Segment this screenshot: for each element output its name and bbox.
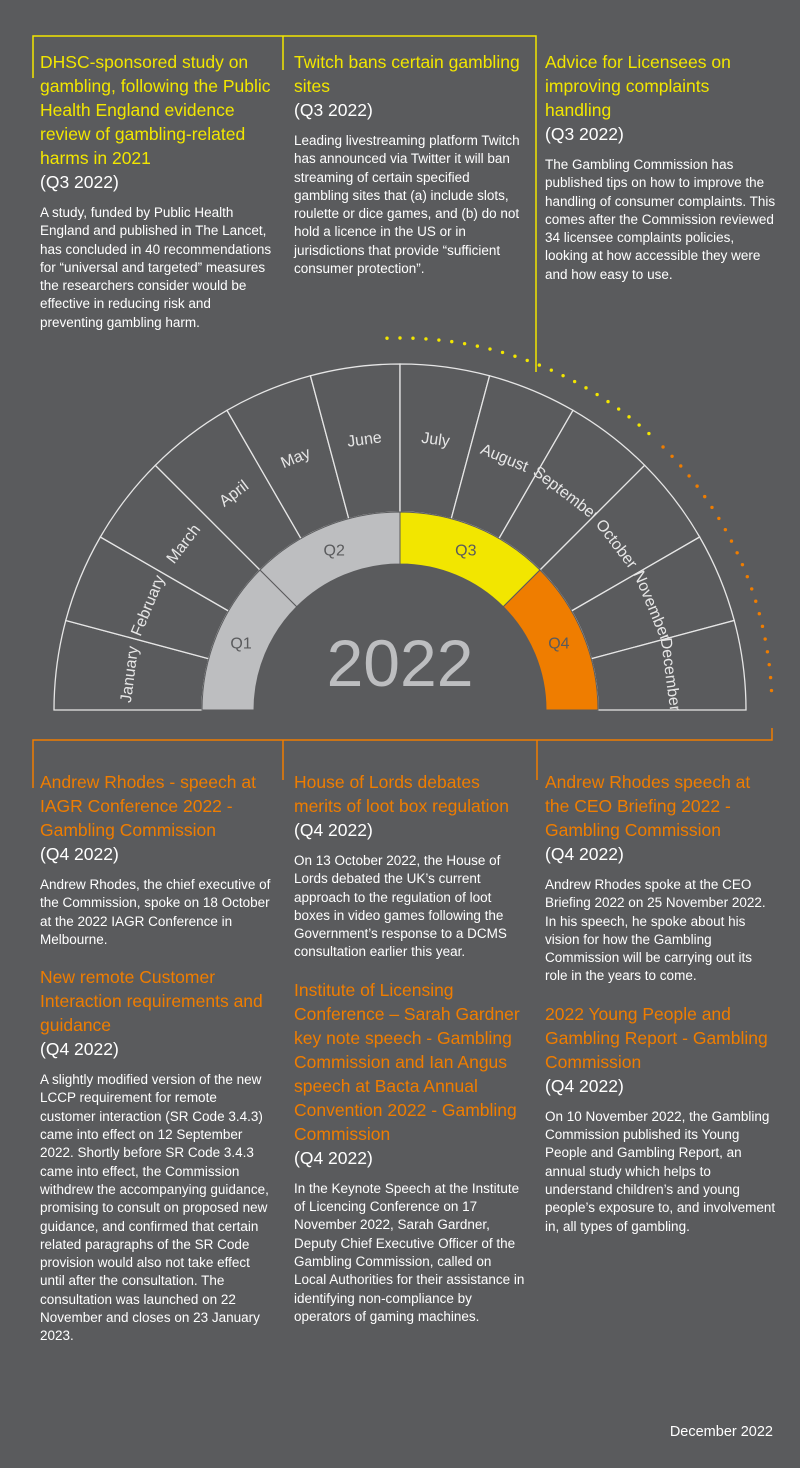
news-period: (Q4 2022)	[545, 1075, 624, 1096]
news-body: Andrew Rhodes spoke at the CEO Briefing …	[545, 877, 766, 984]
quarter-segment-q4	[502, 569, 599, 711]
news-period: (Q3 2022)	[545, 124, 624, 144]
news-period: (Q4 2022)	[294, 820, 373, 840]
news-body: A study, funded by Public Health England…	[40, 205, 272, 330]
news-period: (Q4 2022)	[294, 1147, 373, 1168]
news-title: DHSC-sponsored study on gambling, follow…	[40, 52, 271, 168]
news-body: On 10 November 2022, the Gambling Commis…	[545, 1108, 776, 1234]
news-body: Andrew Rhodes, the chief executive of th…	[40, 877, 271, 947]
quarter-label-q1: Q1	[230, 635, 251, 652]
news-title: Advice for Licensees on improving compla…	[545, 52, 731, 120]
year-label: 2022	[327, 626, 474, 700]
news-title: New remote Customer Interaction requirem…	[40, 967, 263, 1036]
news-title: Twitch bans certain gambling sites	[294, 52, 520, 96]
q3-connector-line	[32, 35, 537, 372]
quarter-label-q2: Q2	[324, 542, 345, 559]
news-title: Andrew Rhodes speech at the CEO Briefing…	[545, 772, 751, 840]
quarter-label-q4: Q4	[548, 635, 569, 652]
q4-connector-line	[32, 728, 773, 788]
news-body: On 13 October 2022, the House of Lords d…	[294, 853, 507, 960]
footer-date: December 2022	[669, 1424, 773, 1440]
month-label-july: July	[420, 430, 450, 451]
q3-dotted-arc	[385, 336, 651, 436]
news-column-1: Andrew Rhodes - speech at IAGR Conferenc…	[40, 770, 272, 1362]
news-card-twitch: Twitch bans certain gambling sites (Q3 2…	[294, 50, 526, 294]
news-body: In the Keynote Speech at the Institute o…	[294, 1180, 525, 1324]
quarter-label-q3: Q3	[455, 542, 476, 559]
news-period: (Q4 2022)	[40, 1039, 119, 1060]
news-column-2: House of Lords debates merits of loot bo…	[294, 770, 526, 1342]
news-body: The Gambling Commission has published ti…	[545, 157, 776, 282]
news-card-dhsc-study: DHSC-sponsored study on gambling, follow…	[40, 50, 272, 348]
news-period: (Q4 2022)	[545, 844, 624, 864]
news-card-complaints: Advice for Licensees on improving compla…	[545, 50, 777, 300]
news-period: (Q4 2022)	[40, 844, 119, 864]
news-body: A slightly modified version of the new L…	[40, 1072, 269, 1344]
news-column-3: Andrew Rhodes speech at the CEO Briefing…	[545, 770, 777, 1252]
news-title: Institute of Licensing Conference – Sara…	[294, 979, 520, 1144]
news-title: House of Lords debates merits of loot bo…	[294, 772, 509, 816]
quarter-ring: Q1 Q2 Q3 Q4	[201, 511, 599, 711]
news-period: (Q3 2022)	[40, 172, 119, 192]
q4-dotted-arc	[661, 445, 774, 693]
month-label-june: June	[346, 429, 383, 450]
news-title: Andrew Rhodes - speech at IAGR Conferenc…	[40, 772, 256, 840]
news-title: 2022 Young People and Gambling Report - …	[545, 1003, 768, 1072]
news-body: Leading livestreaming platform Twitch ha…	[294, 133, 520, 277]
news-period: (Q3 2022)	[294, 100, 373, 120]
